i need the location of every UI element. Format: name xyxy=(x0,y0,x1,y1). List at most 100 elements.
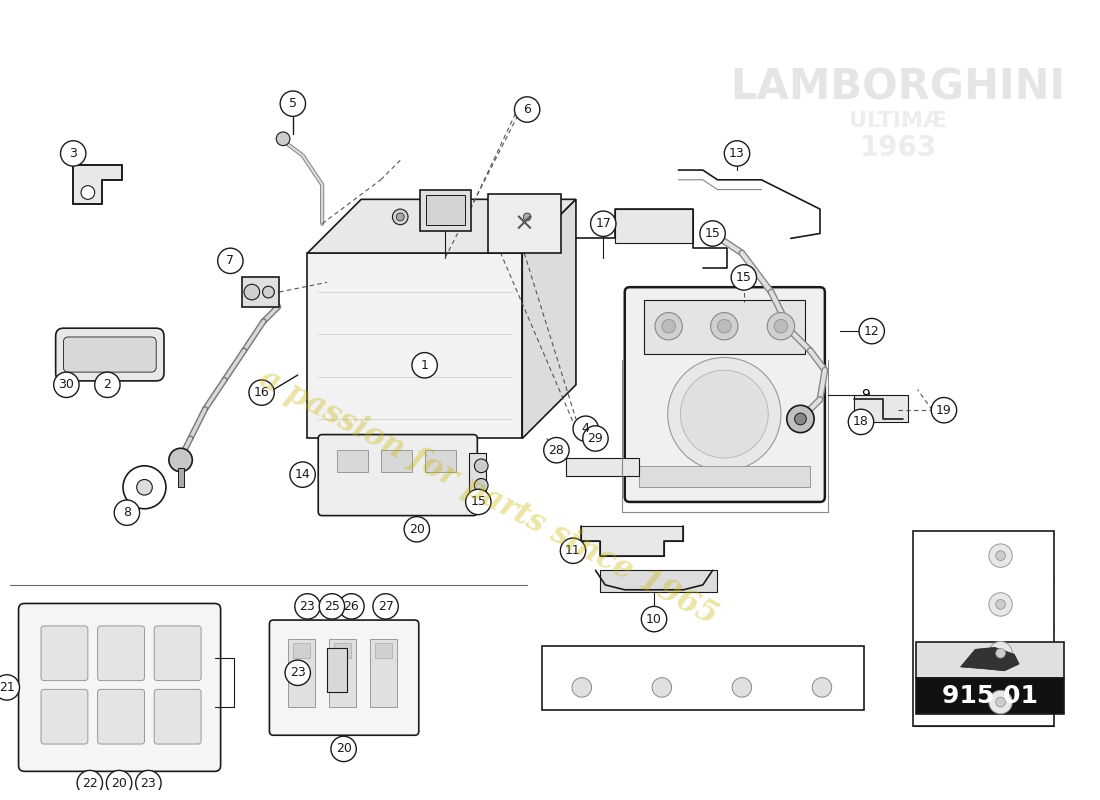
FancyBboxPatch shape xyxy=(98,626,144,681)
Circle shape xyxy=(989,593,1012,616)
Bar xyxy=(293,643,310,658)
Circle shape xyxy=(280,91,306,116)
Text: 23: 23 xyxy=(299,600,316,613)
Text: 13: 13 xyxy=(729,147,745,160)
Text: 915 01: 915 01 xyxy=(942,684,1037,708)
Circle shape xyxy=(774,319,788,333)
Circle shape xyxy=(591,211,616,237)
Circle shape xyxy=(768,313,794,340)
Bar xyxy=(913,531,1054,726)
Circle shape xyxy=(932,398,957,423)
Text: 17: 17 xyxy=(595,218,612,230)
Circle shape xyxy=(136,479,152,495)
Text: 11: 11 xyxy=(925,598,943,611)
Text: 12: 12 xyxy=(864,325,880,338)
Circle shape xyxy=(996,550,1005,561)
Bar xyxy=(645,300,805,354)
Circle shape xyxy=(989,690,1012,714)
Text: 3: 3 xyxy=(930,695,938,709)
Circle shape xyxy=(244,284,260,300)
Text: 15: 15 xyxy=(736,271,751,284)
Text: ×: × xyxy=(514,212,535,236)
Bar xyxy=(375,643,393,658)
Circle shape xyxy=(641,606,667,632)
Circle shape xyxy=(95,372,120,398)
Circle shape xyxy=(668,358,781,470)
FancyBboxPatch shape xyxy=(64,337,156,372)
Bar xyxy=(488,194,561,253)
Circle shape xyxy=(81,186,95,199)
FancyBboxPatch shape xyxy=(41,626,88,681)
Circle shape xyxy=(319,594,344,619)
Circle shape xyxy=(249,380,274,406)
Text: 2: 2 xyxy=(103,378,111,391)
Polygon shape xyxy=(308,253,522,438)
Circle shape xyxy=(331,736,356,762)
Circle shape xyxy=(135,770,161,796)
Polygon shape xyxy=(960,647,1019,671)
FancyBboxPatch shape xyxy=(154,626,201,681)
Polygon shape xyxy=(581,526,683,556)
Text: 20: 20 xyxy=(336,742,352,755)
Text: 23: 23 xyxy=(628,663,646,677)
Circle shape xyxy=(404,517,429,542)
FancyBboxPatch shape xyxy=(98,690,144,744)
Bar xyxy=(615,209,693,243)
Text: 4: 4 xyxy=(582,422,590,435)
Circle shape xyxy=(515,97,540,122)
Polygon shape xyxy=(74,165,122,204)
Text: a passion for parts since 1965: a passion for parts since 1965 xyxy=(254,362,723,631)
Circle shape xyxy=(54,372,79,398)
Bar xyxy=(639,466,811,487)
Circle shape xyxy=(572,678,592,697)
Circle shape xyxy=(717,319,732,333)
Circle shape xyxy=(700,221,725,246)
Bar xyxy=(420,190,471,230)
Circle shape xyxy=(169,448,192,472)
Bar xyxy=(542,646,864,710)
Circle shape xyxy=(654,313,682,340)
Text: 3: 3 xyxy=(69,147,77,160)
FancyBboxPatch shape xyxy=(56,328,164,381)
Text: 1: 1 xyxy=(420,358,429,372)
Text: 15: 15 xyxy=(705,227,720,240)
Circle shape xyxy=(373,594,398,619)
Text: LAMBORGHINI: LAMBORGHINI xyxy=(730,66,1066,108)
Text: 28: 28 xyxy=(549,444,564,457)
Circle shape xyxy=(0,674,20,700)
Circle shape xyxy=(339,594,364,619)
Circle shape xyxy=(295,594,320,619)
Circle shape xyxy=(732,265,757,290)
FancyBboxPatch shape xyxy=(41,690,88,744)
Bar xyxy=(334,643,351,658)
Circle shape xyxy=(519,209,535,225)
Circle shape xyxy=(724,141,750,166)
Circle shape xyxy=(474,478,488,492)
Text: 1963: 1963 xyxy=(859,134,937,162)
Circle shape xyxy=(263,286,274,298)
Circle shape xyxy=(396,213,404,221)
Bar xyxy=(601,570,717,592)
Text: 30: 30 xyxy=(58,378,75,391)
FancyBboxPatch shape xyxy=(154,690,201,744)
Circle shape xyxy=(859,318,884,344)
Circle shape xyxy=(681,370,768,458)
Text: 19: 19 xyxy=(936,404,952,417)
Text: 18: 18 xyxy=(852,415,869,428)
Bar xyxy=(327,648,346,692)
Circle shape xyxy=(996,648,1005,658)
FancyBboxPatch shape xyxy=(625,287,825,502)
Text: 14: 14 xyxy=(295,468,310,481)
Circle shape xyxy=(77,770,102,796)
Circle shape xyxy=(786,406,814,433)
Circle shape xyxy=(996,599,1005,610)
Circle shape xyxy=(543,438,569,463)
Circle shape xyxy=(474,459,488,473)
Text: 5: 5 xyxy=(289,97,297,110)
Polygon shape xyxy=(308,199,576,253)
FancyBboxPatch shape xyxy=(19,603,221,771)
Bar xyxy=(915,642,1064,678)
Bar xyxy=(425,450,455,472)
Text: 20: 20 xyxy=(409,522,425,536)
Text: 8: 8 xyxy=(930,646,938,660)
